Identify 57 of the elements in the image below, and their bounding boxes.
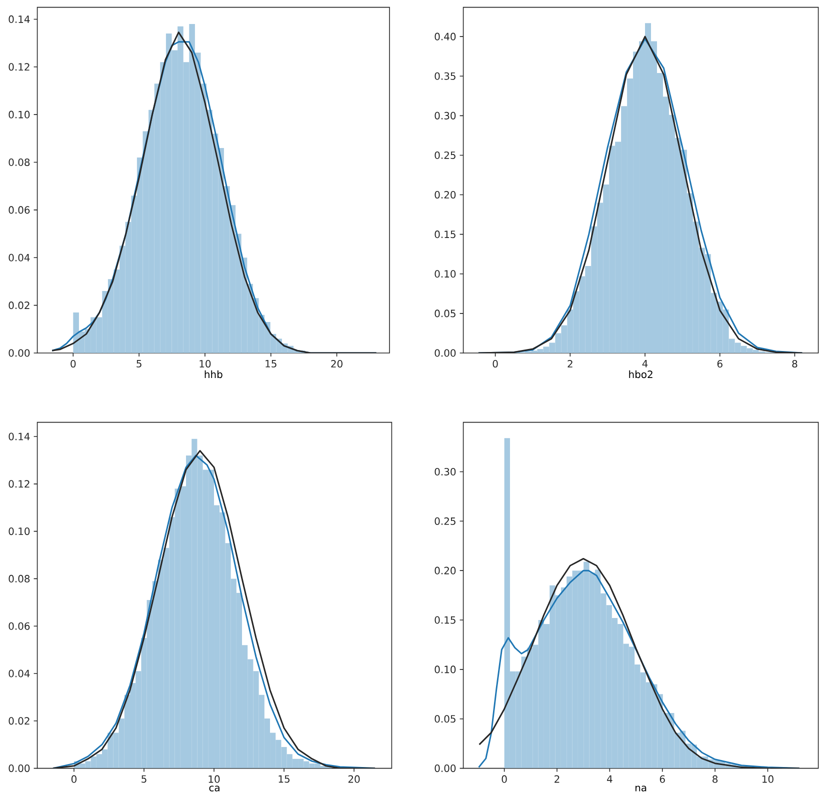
x-tick-label: 0 xyxy=(70,360,76,368)
x-tick-label: 5 xyxy=(136,360,142,368)
y-tick-label: 0.12 xyxy=(8,63,30,71)
x-tick-label: 2 xyxy=(554,775,560,783)
x-axis-title: hbo2 xyxy=(629,370,652,378)
y-tick-label: 0.00 xyxy=(434,764,456,772)
x-tick-label: 5 xyxy=(142,775,146,783)
y-tick-label: 0.25 xyxy=(434,151,456,159)
x-tick-label: 6 xyxy=(717,360,722,368)
x-tick-label: 20 xyxy=(331,360,342,368)
y-tick-label: 0.04 xyxy=(8,670,30,678)
x-tick-label: 0 xyxy=(502,775,507,783)
x-tick-label: 10 xyxy=(208,775,220,783)
y-tick-label: 0.15 xyxy=(434,230,456,238)
y-tick-label: 0.14 xyxy=(8,432,30,440)
y-tick-label: 0.20 xyxy=(434,566,456,574)
y-tick-label: 0.30 xyxy=(434,468,456,476)
y-tick-label: 0.02 xyxy=(8,302,30,310)
y-tick-label: 0.06 xyxy=(8,206,30,214)
y-tick-label: 0.00 xyxy=(8,349,30,357)
x-tick-label: 2 xyxy=(568,360,572,368)
x-axis-title: na xyxy=(636,786,646,792)
y-tick-label: 0.30 xyxy=(434,112,456,120)
y-tick-label: 0.14 xyxy=(8,15,30,23)
x-tick-label: 8 xyxy=(792,360,798,368)
y-tick-label: 0.00 xyxy=(434,349,456,357)
y-tick-label: 0.20 xyxy=(434,191,456,199)
y-tick-label: 0.40 xyxy=(434,32,456,40)
x-tick-label: 10 xyxy=(200,360,211,368)
y-tick-label: 0.02 xyxy=(8,717,30,725)
x-tick-label: 10 xyxy=(762,775,774,783)
y-tick-label: 0.00 xyxy=(8,764,30,772)
y-tick-label: 0.05 xyxy=(434,715,456,723)
x-axis-title: hhb xyxy=(204,370,222,378)
y-tick-label: 0.10 xyxy=(8,110,30,118)
y-tick-label: 0.25 xyxy=(434,517,456,525)
y-tick-label: 0.05 xyxy=(434,310,456,318)
x-tick-label: 15 xyxy=(278,775,290,783)
y-tick-label: 0.04 xyxy=(8,254,30,262)
y-tick-label: 0.10 xyxy=(8,528,30,536)
x-tick-label: 4 xyxy=(607,775,612,783)
x-tick-label: 4 xyxy=(642,360,648,368)
x-tick-label: 6 xyxy=(660,775,665,783)
x-tick-label: 8 xyxy=(712,775,718,783)
y-tick-label: 0.06 xyxy=(8,622,30,630)
y-tick-label: 0.10 xyxy=(434,270,456,278)
y-tick-label: 0.08 xyxy=(8,574,30,582)
x-tick-label: 20 xyxy=(348,775,360,783)
x-tick-label: 0 xyxy=(71,775,77,783)
y-tick-label: 0.12 xyxy=(8,480,30,488)
y-tick-label: 0.10 xyxy=(434,666,456,674)
x-axis-title: ca xyxy=(209,786,220,792)
x-tick-label: 15 xyxy=(266,360,276,368)
y-tick-label: 0.08 xyxy=(8,158,30,166)
y-tick-label: 0.35 xyxy=(434,72,456,80)
x-tick-label: 0 xyxy=(492,360,498,368)
y-tick-label: 0.15 xyxy=(434,616,456,624)
